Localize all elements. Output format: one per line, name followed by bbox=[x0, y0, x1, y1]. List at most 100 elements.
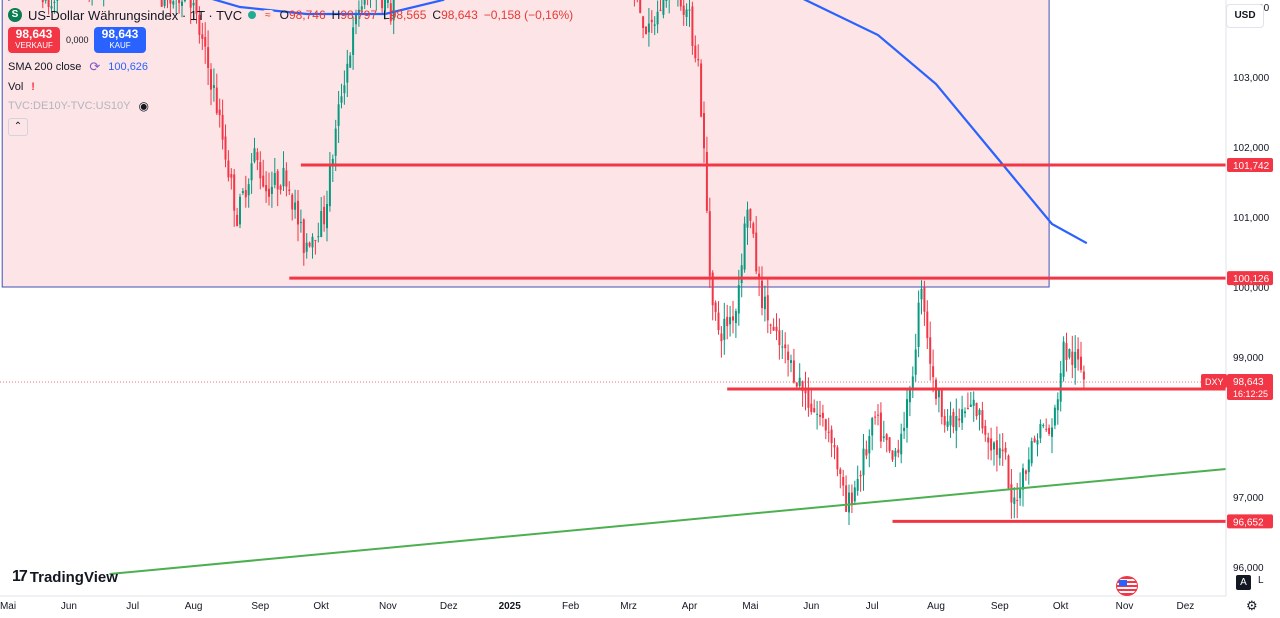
candle bbox=[1030, 437, 1033, 467]
candle bbox=[821, 404, 824, 427]
candle bbox=[195, 0, 198, 24]
open-value: 98,746 bbox=[288, 8, 326, 22]
candle bbox=[850, 484, 853, 514]
candle bbox=[990, 427, 993, 461]
refresh-icon[interactable]: ⟳ bbox=[89, 59, 101, 74]
low-value: 98,565 bbox=[389, 8, 427, 22]
candle-body bbox=[169, 0, 172, 4]
sell-button[interactable]: 98,643 VERKAUF bbox=[8, 27, 60, 53]
candle-body bbox=[897, 449, 900, 453]
candle-body bbox=[700, 63, 703, 117]
candle-body bbox=[958, 418, 961, 421]
symbol-tag: DXY bbox=[1205, 377, 1224, 387]
candle bbox=[282, 151, 285, 192]
candle bbox=[239, 193, 241, 229]
candle-body bbox=[346, 63, 349, 83]
candle-body bbox=[868, 436, 871, 454]
data-delay-icon[interactable]: ≈ bbox=[262, 9, 274, 21]
candle bbox=[920, 280, 923, 315]
candle-body bbox=[995, 440, 998, 455]
candle-body bbox=[911, 376, 914, 389]
candle-body bbox=[639, 0, 642, 13]
candle bbox=[749, 208, 752, 229]
candle bbox=[949, 401, 952, 438]
yield-spread-row[interactable]: TVC:DE10Y-TVC:US10Y ◉ bbox=[8, 99, 573, 113]
candle bbox=[853, 480, 856, 506]
candle bbox=[827, 417, 830, 443]
candle bbox=[1053, 404, 1056, 430]
candle-body bbox=[906, 399, 908, 428]
candle bbox=[908, 385, 911, 417]
candle bbox=[308, 241, 311, 248]
low-label: L bbox=[383, 8, 390, 22]
candle bbox=[830, 425, 833, 458]
tradingview-mark-icon: 17 bbox=[12, 568, 28, 585]
candle bbox=[897, 439, 900, 458]
candle-body bbox=[662, 0, 665, 15]
hidden-eye-icon[interactable]: ◉ bbox=[138, 99, 149, 113]
candle bbox=[761, 266, 763, 316]
candle bbox=[865, 440, 868, 460]
candle-body bbox=[937, 388, 940, 398]
level-label-bg bbox=[1227, 271, 1273, 286]
candle bbox=[932, 349, 935, 393]
time-tick-label: Mai bbox=[742, 601, 758, 612]
volume-indicator-row[interactable]: Vol ! bbox=[8, 81, 573, 93]
sma-label: SMA 200 close bbox=[8, 61, 82, 73]
candle-body bbox=[801, 381, 804, 392]
candle bbox=[772, 318, 775, 331]
candle bbox=[743, 216, 746, 273]
log-scale-button[interactable]: L bbox=[1258, 575, 1264, 586]
candle bbox=[926, 300, 929, 350]
candle bbox=[726, 304, 729, 340]
currency-button[interactable]: USD bbox=[1226, 4, 1264, 28]
candle-body bbox=[268, 188, 270, 197]
settings-gear-icon[interactable]: ⚙ bbox=[1246, 598, 1258, 613]
candle-body bbox=[1030, 441, 1033, 464]
candle-body bbox=[1024, 470, 1027, 474]
candle bbox=[784, 332, 787, 364]
price-tick-label: 97,000 bbox=[1233, 493, 1264, 504]
candle bbox=[862, 434, 865, 491]
candle bbox=[714, 300, 717, 321]
level-label-bg bbox=[1227, 514, 1273, 529]
candle-body bbox=[357, 9, 360, 14]
candle-body bbox=[259, 162, 262, 179]
candle-body bbox=[317, 236, 320, 238]
candle-body bbox=[923, 287, 926, 312]
candle-body bbox=[839, 469, 842, 474]
current-price-tag-bg bbox=[1227, 373, 1273, 400]
candle bbox=[305, 233, 308, 259]
auto-scale-button[interactable]: A bbox=[1236, 575, 1251, 590]
candle-body bbox=[914, 349, 917, 375]
candle-body bbox=[299, 222, 302, 224]
candle-body bbox=[178, 0, 181, 4]
us-flag-icon[interactable] bbox=[1116, 576, 1138, 596]
tradingview-logo[interactable]: 17 TradingView bbox=[12, 568, 118, 586]
candle-body bbox=[210, 69, 212, 90]
candle bbox=[334, 119, 337, 171]
candle-body bbox=[1051, 427, 1053, 437]
candle bbox=[1071, 335, 1074, 379]
candle bbox=[740, 253, 743, 298]
warning-icon[interactable]: ! bbox=[31, 81, 35, 93]
candle-body bbox=[865, 449, 868, 456]
close-value: 98,643 bbox=[441, 8, 478, 22]
candle bbox=[50, 0, 53, 13]
collapse-legend-button[interactable]: ⌃ bbox=[8, 118, 28, 136]
candle-body bbox=[302, 219, 305, 254]
candle-body bbox=[195, 0, 198, 14]
candle-body bbox=[697, 59, 700, 61]
candle bbox=[903, 411, 906, 440]
volume-label: Vol bbox=[8, 81, 24, 93]
time-tick-label: Feb bbox=[562, 601, 580, 612]
candle bbox=[253, 137, 256, 164]
candle bbox=[230, 168, 233, 190]
buy-button[interactable]: 98,643 KAUF bbox=[94, 27, 146, 53]
symbol-title[interactable]: US-Dollar Währungsindex · 1T · TVC bbox=[28, 7, 243, 23]
sma-indicator-row[interactable]: SMA 200 close ⟳ 100,626 bbox=[8, 59, 573, 75]
candle bbox=[1082, 365, 1085, 389]
sma-200-line bbox=[8, 0, 1088, 245]
candle bbox=[679, 0, 682, 11]
